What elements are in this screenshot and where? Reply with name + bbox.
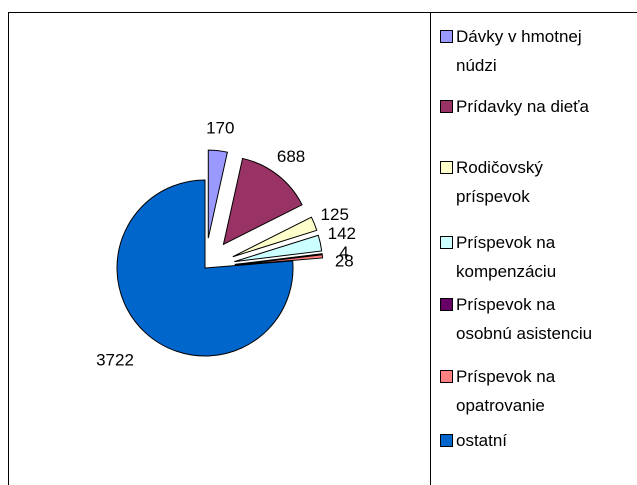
data-label: 3722 <box>96 350 134 369</box>
legend-item: Prídavky na dieťa <box>440 92 610 121</box>
pie-slice <box>207 149 228 239</box>
legend-swatch <box>440 236 453 249</box>
legend-label: Rodičovský príspevok <box>456 158 543 206</box>
data-label: 688 <box>277 147 305 166</box>
legend-item: Príspevok na opatrovanie <box>440 362 610 420</box>
legend-swatch <box>440 161 453 174</box>
legend-item: ostatní <box>440 426 610 455</box>
legend-swatch <box>440 434 453 447</box>
legend-item: Rodičovský príspevok <box>440 153 610 211</box>
legend-item: Príspevok na osobnú asistenciu <box>440 290 610 348</box>
legend-swatch <box>440 298 453 311</box>
legend-label: Príspevok na osobnú asistenciu <box>456 295 593 343</box>
data-label: 125 <box>321 205 349 224</box>
legend-label: Prídavky na dieťa <box>456 97 590 116</box>
pie-slice <box>116 179 294 357</box>
data-label: 28 <box>335 252 354 271</box>
data-label: 170 <box>206 118 234 137</box>
legend-swatch <box>440 100 453 113</box>
pie-slice <box>234 254 324 266</box>
legend-label: Príspevok na opatrovanie <box>456 367 556 415</box>
pie-slice <box>234 253 323 265</box>
pie-slice <box>232 216 318 258</box>
legend-item: Príspevok na kompenzáciu <box>440 228 610 286</box>
legend-swatch <box>440 30 453 43</box>
legend-label: Príspevok na kompenzáciu <box>456 233 557 281</box>
pie-slice <box>234 234 323 263</box>
frame <box>8 12 637 485</box>
legend-item: Dávky v hmotnej núdzi <box>440 22 610 80</box>
data-label: 142 <box>328 224 356 243</box>
legend-label: Dávky v hmotnej núdzi <box>456 27 582 75</box>
pie-slice <box>222 157 303 246</box>
data-label: 4 <box>339 243 348 262</box>
legend-label: ostatní <box>456 431 508 450</box>
legend-swatch <box>440 370 453 383</box>
